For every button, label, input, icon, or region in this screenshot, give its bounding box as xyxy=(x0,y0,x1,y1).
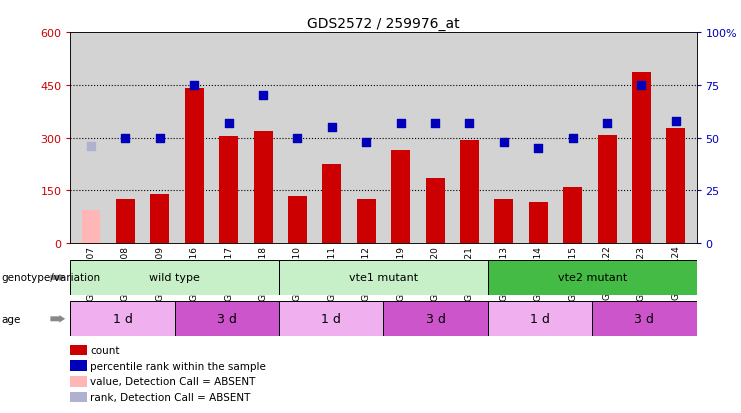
Bar xyxy=(425,179,445,244)
Text: rank, Detection Call = ABSENT: rank, Detection Call = ABSENT xyxy=(90,392,250,402)
Bar xyxy=(253,131,273,244)
Point xyxy=(326,125,338,131)
Bar xyxy=(592,301,697,337)
Text: value, Detection Call = ABSENT: value, Detection Call = ABSENT xyxy=(90,376,256,387)
Point xyxy=(291,135,303,142)
Point xyxy=(188,83,200,89)
Bar xyxy=(488,260,697,295)
Point xyxy=(567,135,579,142)
Bar xyxy=(219,137,238,244)
Text: 1 d: 1 d xyxy=(113,313,133,325)
Point xyxy=(464,120,476,127)
Bar xyxy=(70,260,279,295)
Point xyxy=(360,139,372,146)
Bar xyxy=(279,301,384,337)
Text: wild type: wild type xyxy=(150,273,200,283)
Point xyxy=(498,139,510,146)
Bar xyxy=(563,188,582,244)
Point xyxy=(257,93,269,100)
Point xyxy=(601,120,613,127)
Point xyxy=(395,120,407,127)
Text: vte1 mutant: vte1 mutant xyxy=(349,273,418,283)
Point xyxy=(429,120,441,127)
Text: age: age xyxy=(1,314,21,324)
Text: percentile rank within the sample: percentile rank within the sample xyxy=(90,361,266,371)
Bar xyxy=(70,301,175,337)
Point xyxy=(670,118,682,125)
Text: genotype/variation: genotype/variation xyxy=(1,273,101,283)
Text: 3 d: 3 d xyxy=(634,313,654,325)
Bar xyxy=(175,301,279,337)
Point xyxy=(532,145,544,152)
Text: 3 d: 3 d xyxy=(426,313,445,325)
Point xyxy=(154,135,166,142)
Bar xyxy=(82,210,101,244)
Bar xyxy=(460,141,479,244)
Point xyxy=(636,83,648,89)
Text: 1 d: 1 d xyxy=(530,313,550,325)
Point xyxy=(85,143,97,150)
Bar xyxy=(357,200,376,244)
Title: GDS2572 / 259976_at: GDS2572 / 259976_at xyxy=(308,17,459,31)
Bar xyxy=(185,89,204,244)
Bar xyxy=(598,135,617,244)
Bar xyxy=(391,151,410,244)
Text: 1 d: 1 d xyxy=(322,313,341,325)
Bar xyxy=(384,301,488,337)
Text: vte2 mutant: vte2 mutant xyxy=(557,273,627,283)
Bar xyxy=(494,200,514,244)
Bar xyxy=(279,260,488,295)
Text: 3 d: 3 d xyxy=(217,313,237,325)
Bar xyxy=(529,202,548,244)
Bar xyxy=(116,200,135,244)
Point xyxy=(223,120,235,127)
Bar xyxy=(632,73,651,244)
Bar xyxy=(322,165,342,244)
Text: count: count xyxy=(90,345,120,355)
Bar xyxy=(288,196,307,244)
Bar xyxy=(150,195,169,244)
Point xyxy=(119,135,131,142)
Bar xyxy=(666,128,685,244)
Bar xyxy=(488,301,592,337)
